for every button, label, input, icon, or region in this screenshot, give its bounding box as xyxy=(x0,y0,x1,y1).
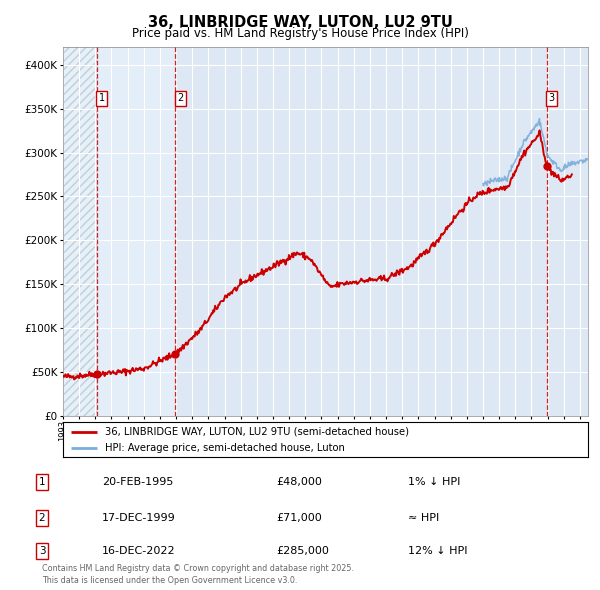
Text: 16-DEC-2022: 16-DEC-2022 xyxy=(102,546,176,556)
Text: 2: 2 xyxy=(177,93,183,103)
Text: 1: 1 xyxy=(38,477,46,487)
Bar xyxy=(63,47,97,416)
Text: Contains HM Land Registry data © Crown copyright and database right 2025.
This d: Contains HM Land Registry data © Crown c… xyxy=(42,565,354,585)
Text: 36, LINBRIDGE WAY, LUTON, LU2 9TU: 36, LINBRIDGE WAY, LUTON, LU2 9TU xyxy=(148,15,452,30)
Text: 2: 2 xyxy=(38,513,46,523)
Bar xyxy=(97,47,175,416)
Text: £48,000: £48,000 xyxy=(276,477,322,487)
Text: £71,000: £71,000 xyxy=(276,513,322,523)
Text: 12% ↓ HPI: 12% ↓ HPI xyxy=(408,546,467,556)
Text: 36, LINBRIDGE WAY, LUTON, LU2 9TU (semi-detached house): 36, LINBRIDGE WAY, LUTON, LU2 9TU (semi-… xyxy=(105,427,409,437)
Text: £285,000: £285,000 xyxy=(276,546,329,556)
Text: 3: 3 xyxy=(548,93,555,103)
Bar xyxy=(63,47,97,416)
Text: 3: 3 xyxy=(38,546,46,556)
Text: Price paid vs. HM Land Registry's House Price Index (HPI): Price paid vs. HM Land Registry's House … xyxy=(131,27,469,40)
Text: 1: 1 xyxy=(99,93,105,103)
Text: 1% ↓ HPI: 1% ↓ HPI xyxy=(408,477,460,487)
Text: 17-DEC-1999: 17-DEC-1999 xyxy=(102,513,176,523)
Text: HPI: Average price, semi-detached house, Luton: HPI: Average price, semi-detached house,… xyxy=(105,444,345,453)
Text: ≈ HPI: ≈ HPI xyxy=(408,513,439,523)
Text: 20-FEB-1995: 20-FEB-1995 xyxy=(102,477,173,487)
